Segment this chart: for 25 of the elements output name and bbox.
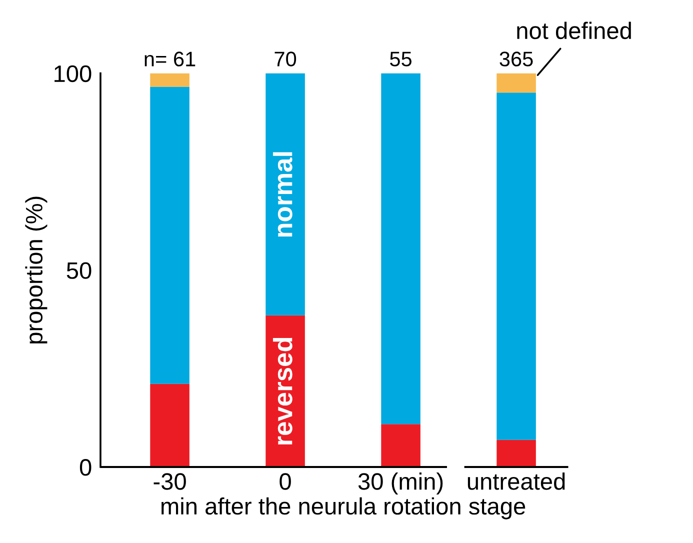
bar [496, 73, 536, 93]
series-label: reversed [272, 338, 292, 444]
x-axis-title: min after the neurula rotation stage [162, 497, 526, 520]
series-label: normal [272, 152, 292, 237]
bar [381, 73, 420, 424]
annotation: 365 [500, 52, 533, 66]
y-tick-label: 100 [54, 65, 92, 82]
y-tick-label: 50 [66, 262, 92, 279]
x-tick-label: untreated [468, 472, 565, 490]
x-tick-label: -30 [154, 473, 186, 490]
bar [381, 424, 420, 467]
annotation: 55 [390, 52, 412, 66]
bar [496, 440, 536, 467]
series-label: not defined [517, 22, 631, 40]
annotation: n= 61 [144, 52, 196, 66]
x-tick-label: 30 (min) [358, 472, 443, 495]
bar [496, 92, 536, 440]
bar [150, 73, 190, 87]
bar [150, 86, 190, 384]
x-tick-label: 0 [280, 473, 291, 490]
bar [266, 73, 305, 316]
annotation: 70 [274, 52, 296, 66]
bar [150, 384, 190, 467]
y-tick-label: 0 [80, 459, 92, 476]
y-axis-title: proportion (%) [25, 196, 48, 344]
